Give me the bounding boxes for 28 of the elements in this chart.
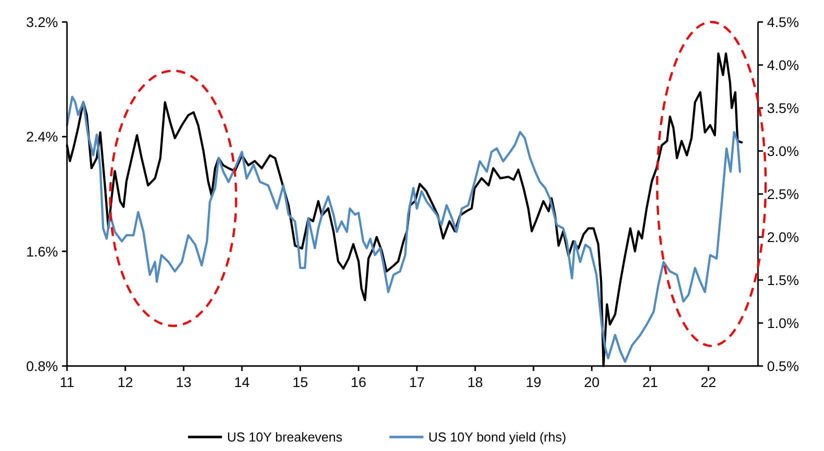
line-series	[66, 96, 742, 363]
y2-tick-label: 0.5%	[767, 358, 799, 374]
y2-tick-label: 4.0%	[767, 57, 799, 73]
y2-tick-label: 1.5%	[767, 272, 799, 288]
x-tick-label: 17	[409, 374, 425, 390]
y-tick-label: 1.6%	[26, 243, 58, 260]
x-tick-label: 13	[176, 374, 192, 390]
y-tick-label: 2.4%	[26, 128, 58, 145]
y-tick-label: 3.2%	[26, 14, 58, 30]
x-tick-label: 11	[60, 374, 74, 390]
y2-tick-label: 1.0%	[767, 315, 799, 331]
legend-label: US 10Y bond yield (rhs)	[428, 430, 566, 444]
x-tick-label: 15	[292, 374, 308, 390]
y2-tick-label: 3.0%	[767, 143, 799, 159]
x-tick-label: 16	[350, 374, 367, 390]
y2-tick-label: 2.5%	[767, 186, 799, 202]
x-tick-label: 12	[118, 374, 134, 390]
y2-tick-label: 2.0%	[767, 229, 799, 245]
legend-label: US 10Y breakevens	[227, 430, 343, 444]
x-tick-label: 19	[526, 374, 542, 390]
y2-tick-label: 3.5%	[767, 100, 799, 116]
x-tick-label: 22	[700, 374, 716, 390]
y2-tick-label: 4.5%	[767, 14, 799, 30]
y-tick-label: 0.8%	[26, 358, 58, 374]
x-tick-label: 21	[642, 374, 658, 390]
x-tick-label: 18	[467, 374, 484, 390]
x-tick-label: 14	[234, 374, 250, 390]
x-tick-label: 20	[584, 374, 600, 390]
